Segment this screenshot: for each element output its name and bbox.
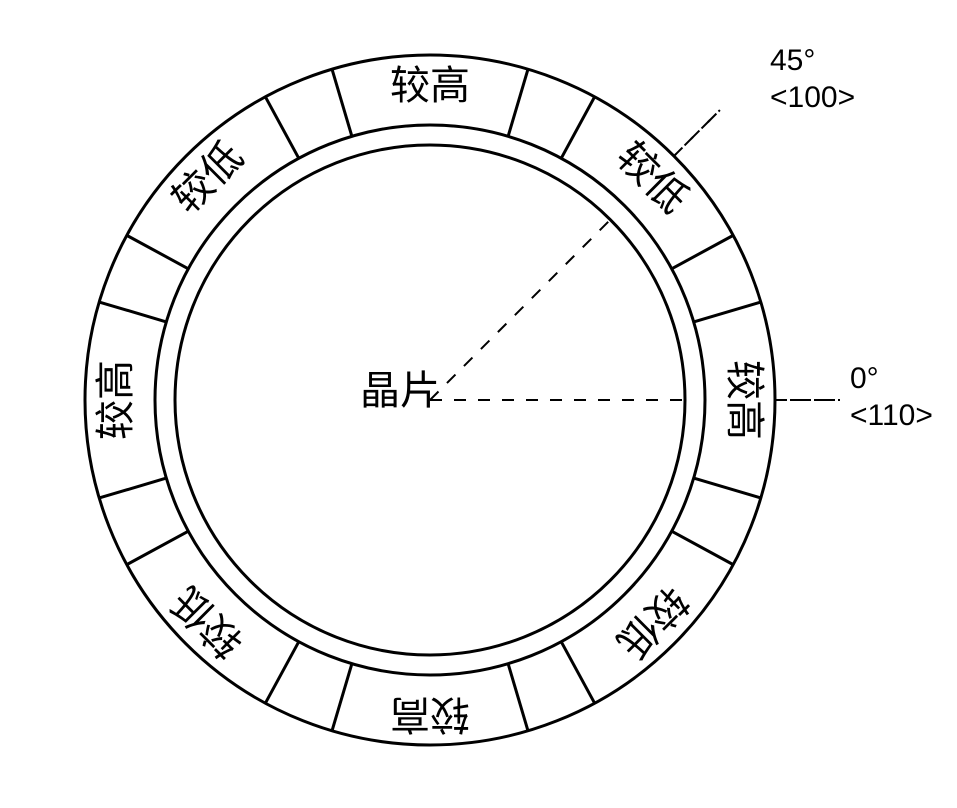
segment-label-90: 较高 xyxy=(390,63,470,108)
segment-label-0: 较高 xyxy=(722,360,767,440)
angle-annotation-0-line1: 0° xyxy=(850,362,879,395)
guide-line-outer-45 xyxy=(674,110,720,156)
angle-annotation-45-line2: <100> xyxy=(770,81,855,114)
segment-label-270: 较高 xyxy=(390,692,470,737)
angle-annotation-0-line2: <110> xyxy=(850,399,933,432)
segment-label-180: 较高 xyxy=(93,360,138,440)
center-label: 晶片 xyxy=(360,368,440,413)
angle-annotation-45-line1: 45° xyxy=(770,44,815,77)
wafer-diagram: 较高较低较高较低较高较低较高较低晶片0°<110>45°<100> xyxy=(0,0,957,808)
